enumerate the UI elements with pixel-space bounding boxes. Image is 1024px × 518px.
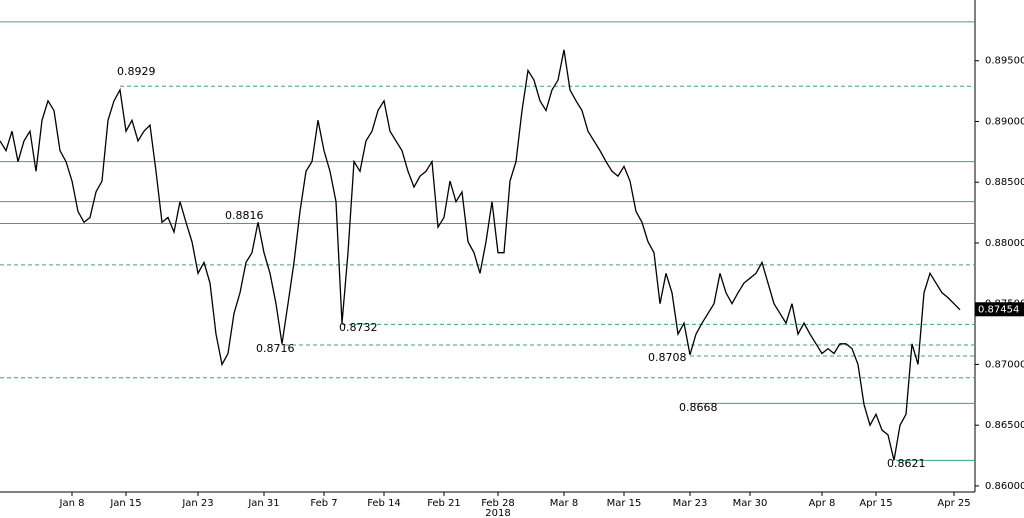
x-tick-label: Jan 15 bbox=[109, 498, 141, 509]
annotation-label: 0.8929 bbox=[117, 65, 156, 78]
price-line bbox=[0, 49, 961, 461]
x-tick-label: Mar 30 bbox=[733, 498, 768, 509]
x-tick-label: Feb 28 bbox=[481, 498, 515, 509]
x-group-label: 2018 bbox=[485, 508, 510, 518]
y-tick-label: 0.89000 bbox=[985, 116, 1024, 127]
x-tick-label: Apr 8 bbox=[809, 498, 836, 509]
x-tick-label: Jan 23 bbox=[181, 498, 213, 509]
annotation-label: 0.8732 bbox=[339, 321, 378, 334]
y-tick-label: 0.86500 bbox=[985, 420, 1024, 431]
x-tick-label: Mar 23 bbox=[673, 498, 708, 509]
y-tick-label: 0.88500 bbox=[985, 177, 1024, 188]
annotation-label: 0.8621 bbox=[887, 457, 926, 470]
annotation-label: 0.8816 bbox=[225, 209, 264, 222]
x-tick-label: Apr 25 bbox=[937, 498, 970, 509]
last-price-label: 0.87454 bbox=[978, 304, 1019, 315]
x-tick-label: Feb 14 bbox=[367, 498, 401, 509]
y-tick-label: 0.86000 bbox=[985, 481, 1024, 492]
x-tick-label: Mar 8 bbox=[550, 498, 578, 509]
last-price-box bbox=[975, 302, 1024, 317]
annotation-label: 0.8668 bbox=[679, 401, 718, 414]
annotation-label: 0.8716 bbox=[256, 342, 295, 355]
x-tick-label: Feb 21 bbox=[427, 498, 461, 509]
x-tick-label: Jan 31 bbox=[247, 498, 279, 509]
x-tick-label: Feb 7 bbox=[310, 498, 337, 509]
x-tick-label: Jan 8 bbox=[59, 498, 85, 509]
x-tick-label: Apr 15 bbox=[859, 498, 892, 509]
annotation-label: 0.8708 bbox=[648, 351, 687, 364]
y-tick-label: 0.87000 bbox=[985, 359, 1024, 370]
y-tick-label: 0.88000 bbox=[985, 238, 1024, 249]
y-tick-label: 0.89500 bbox=[985, 56, 1024, 67]
x-tick-label: Mar 15 bbox=[607, 498, 642, 509]
